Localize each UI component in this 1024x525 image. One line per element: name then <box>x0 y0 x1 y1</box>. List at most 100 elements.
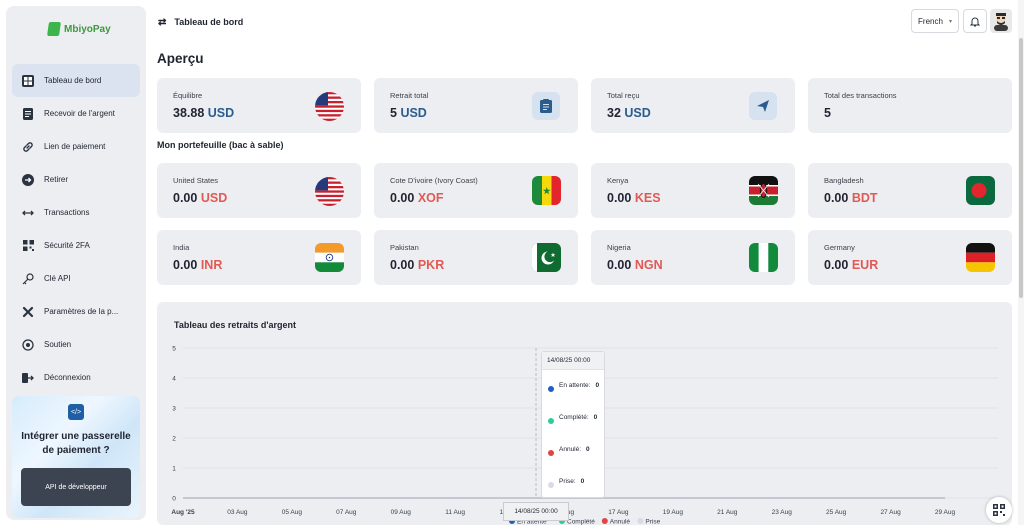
document-icon <box>22 107 34 120</box>
y-tick-label: 2 <box>172 436 176 443</box>
chart-tooltip: 14/08/25 00:00 En attente: 0 Complété: 0… <box>541 351 605 498</box>
card-value: 0.00 INR <box>173 258 223 272</box>
sidebar-item-label: Paramètres de la p... <box>44 307 119 316</box>
card-label: Germany <box>824 243 855 252</box>
qr-code-button[interactable] <box>986 497 1012 523</box>
sidebar-item-label: Tableau de bord <box>44 76 102 85</box>
sidebar-item-label: Transactions <box>44 208 90 217</box>
chart-title: Tableau des retraits d'argent <box>174 320 297 330</box>
sidebar-item-2fa[interactable]: Sécurité 2FA <box>12 229 140 262</box>
sidebar: MbiyoPay Tableau de bord Recevoir de l'a… <box>6 6 146 520</box>
tooltip-row-completed: Complété: 0 <box>548 410 597 424</box>
language-select[interactable]: French ▾ <box>911 9 959 33</box>
legend-marker <box>637 518 644 524</box>
sidebar-item-transactions[interactable]: Transactions <box>12 196 140 229</box>
logout-icon <box>22 372 34 384</box>
sidebar-item-label: Sécurité 2FA <box>44 241 90 250</box>
card-label: India <box>173 243 190 252</box>
page-title: Tableau de bord <box>174 17 244 27</box>
sidebar-item-support[interactable]: Soutien <box>12 328 140 361</box>
x-tick-label: 07 Aug <box>336 509 357 516</box>
sidebar-item-logout[interactable]: Déconnexion <box>12 361 140 394</box>
card-label: United States <box>173 176 219 185</box>
x-tick-label: 21 Aug <box>717 509 738 516</box>
y-tick-label: 5 <box>172 346 176 353</box>
pending-dot-icon <box>548 386 554 392</box>
total-transactions-card: Total des transactions 5 <box>808 78 1012 133</box>
brand-logo[interactable]: MbiyoPay <box>47 22 111 36</box>
tooltip-row-cancelled: Annulé: 0 <box>548 442 590 456</box>
y-tick-label: 0 <box>172 496 176 503</box>
pakistan-flag-icon <box>532 243 561 272</box>
sidebar-item-label: Soutien <box>44 340 72 349</box>
sidebar-item-dashboard[interactable]: Tableau de bord <box>12 64 140 97</box>
sidebar-item-api-key[interactable]: Clé API <box>12 262 140 295</box>
sidebar-item-label: Lien de paiement <box>44 142 106 151</box>
sidebar-item-settings[interactable]: Paramètres de la p... <box>12 295 140 328</box>
send-icon <box>749 92 777 120</box>
x-tick-label: 19 Aug <box>663 509 684 516</box>
card-value: 0.00 USD <box>173 191 228 205</box>
avatar[interactable] <box>990 9 1012 33</box>
wallet-card-eur: Germany 0.00 EUR <box>808 230 1012 285</box>
x-tick-label: Aug '25 <box>171 509 195 516</box>
wallet-card-kes: Kenya 0.00 KES <box>591 163 795 218</box>
dashboard-icon <box>22 74 34 87</box>
card-label: Retrait total <box>390 91 429 100</box>
sidebar-item-receive-money[interactable]: Recevoir de l'argent <box>12 97 140 130</box>
tooltip-date: 14/08/25 00:00 <box>542 352 604 370</box>
germany-flag-icon <box>966 243 995 272</box>
x-tick-label: 23 Aug <box>772 509 793 516</box>
link-icon <box>22 141 34 153</box>
india-flag-icon <box>315 243 344 272</box>
overview-title: Aperçu <box>157 51 204 66</box>
sidebar-item-payment-link[interactable]: Lien de paiement <box>12 130 140 163</box>
chevron-down-icon: ▾ <box>948 18 952 25</box>
x-tick-label: 17 Aug <box>608 509 629 516</box>
sidebar-item-label: Retirer <box>44 175 69 184</box>
tools-icon <box>22 306 34 318</box>
us-flag-icon <box>315 92 344 121</box>
card-value: 0.00 PKR <box>390 258 445 272</box>
sidebar-item-label: Clé API <box>44 274 71 283</box>
x-tick-label: 27 Aug <box>880 509 901 516</box>
kenya-flag-icon <box>749 176 778 205</box>
support-icon <box>22 338 34 351</box>
card-label: Total des transactions <box>824 91 897 100</box>
x-axis-hover-label: 14/08/25 00:00 <box>503 502 569 521</box>
x-tick-label: 09 Aug <box>391 509 412 516</box>
total-received-card: Total reçu 32 USD <box>591 78 795 133</box>
us-flag-icon <box>315 177 344 206</box>
sidebar-item-withdraw[interactable]: Retirer <box>12 163 140 196</box>
card-label: Bangladesh <box>824 176 864 185</box>
wallet-card-usd: United States 0.00 USD <box>157 163 361 218</box>
card-value: 32 USD <box>607 106 651 120</box>
card-value: 5 USD <box>390 106 427 120</box>
integration-promo: </> Intégrer une passerelle de paiement … <box>12 396 140 518</box>
language-value: French <box>918 16 943 26</box>
card-label: Nigeria <box>607 243 631 252</box>
taken-dot-icon <box>548 482 554 488</box>
sidebar-item-label: Recevoir de l'argent <box>44 109 115 118</box>
scrollbar-thumb[interactable] <box>1019 38 1023 298</box>
notification-button[interactable] <box>963 9 987 33</box>
senegal-flag-icon <box>532 176 561 205</box>
card-label: Total reçu <box>607 91 640 100</box>
bangladesh-flag-icon <box>966 176 995 205</box>
card-label: Cote D'ivoire (Ivory Coast) <box>390 176 478 185</box>
card-value: 0.00 KES <box>607 191 661 205</box>
sidebar-item-label: Déconnexion <box>44 373 91 382</box>
balance-card: Équilibre 38.88 USD <box>157 78 361 133</box>
brand-name: MbiyoPay <box>64 23 111 35</box>
toggle-sidebar-icon[interactable]: ⇄ <box>158 16 167 28</box>
x-tick-label: 29 Aug <box>935 509 956 516</box>
developer-api-button[interactable]: API de développeur <box>21 468 131 506</box>
nigeria-flag-icon <box>749 243 778 272</box>
card-value: 38.88 USD <box>173 106 235 120</box>
card-label: Kenya <box>607 176 629 185</box>
qr-grid-icon <box>22 240 34 252</box>
card-value: 5 <box>824 106 831 120</box>
x-tick-label: 25 Aug <box>826 509 847 516</box>
legend-label: En attente <box>517 519 547 525</box>
